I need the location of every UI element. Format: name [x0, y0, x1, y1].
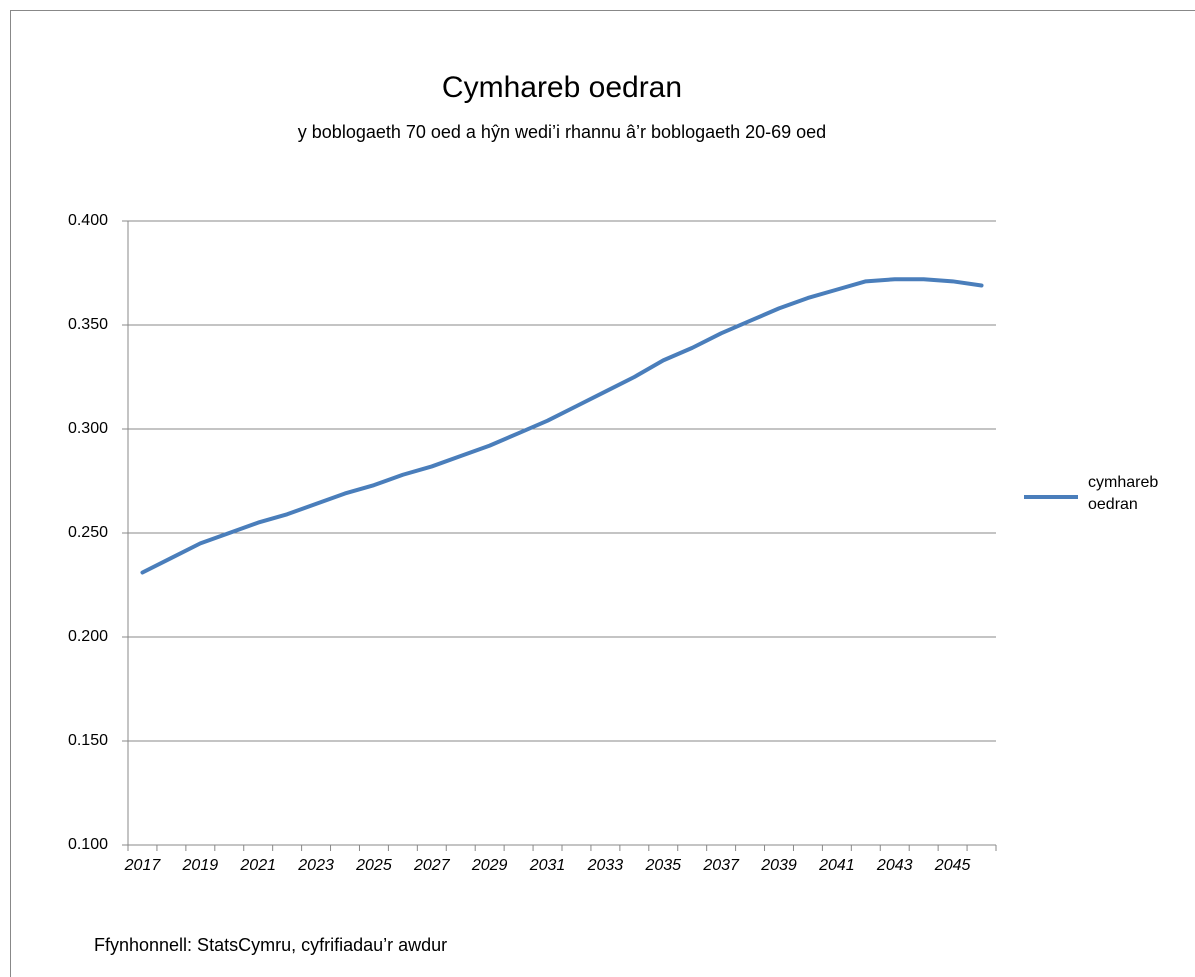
x-tick-label: 2039	[760, 857, 797, 874]
y-tick-label: 0.200	[68, 628, 108, 645]
chart-title: Cymhareb oedran	[442, 71, 682, 104]
x-tick-label: 2041	[818, 857, 855, 874]
data-line	[140, 277, 984, 575]
x-tick-label: 2045	[934, 857, 971, 874]
x-tick-label: 2019	[182, 857, 219, 874]
x-tick-label: 2035	[644, 857, 681, 874]
legend-label: cymhareb oedran	[1088, 474, 1159, 513]
y-tick-label: 0.400	[68, 212, 108, 229]
x-tick-label: 2023	[297, 857, 334, 874]
y-tick-label: 0.300	[68, 420, 108, 437]
x-tick-label: 2021	[239, 857, 276, 874]
chart-frame	[10, 10, 1195, 977]
x-tick-label: 2037	[702, 857, 740, 874]
x-tick-label: 2033	[587, 857, 624, 874]
x-tick-label: 2027	[413, 857, 451, 874]
x-tick-label: 2017	[124, 857, 162, 874]
y-tick-label: 0.150	[68, 732, 108, 749]
x-tick-label: 2025	[355, 857, 392, 874]
y-tick-label: 0.100	[68, 836, 108, 853]
x-tick-label: 2031	[529, 857, 566, 874]
source-note: Ffynhonnell: StatsCymru, cyfrifiadau’r a…	[94, 935, 447, 955]
y-tick-label: 0.250	[68, 524, 108, 541]
x-tick-label: 2029	[471, 857, 508, 874]
chart-subtitle: y boblogaeth 70 oed a hŷn wedi’i rhannu …	[298, 122, 826, 142]
x-tick-label: 2043	[876, 857, 913, 874]
y-tick-label: 0.350	[68, 316, 108, 333]
